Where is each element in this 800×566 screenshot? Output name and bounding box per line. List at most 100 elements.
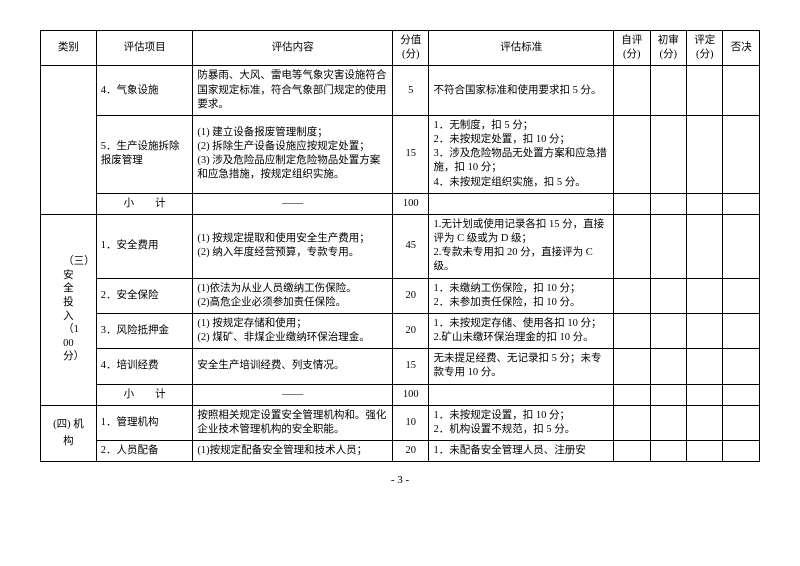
subtotal-row: 小 计 —— 100	[41, 384, 760, 405]
final-cell	[687, 313, 723, 348]
std-cell: 1．未缴纳工伤保险，扣 10 分； 2．未参加责任保险，扣 10 分。	[429, 278, 614, 313]
hdr-score: 分值 (分)	[392, 31, 428, 66]
first-cell	[650, 193, 686, 214]
std-cell: 1.无计划或使用记录各扣 15 分，直接评为 C 级或为 D 级； 2.专款未专…	[429, 214, 614, 278]
content-cell: (1)按规定配备安全管理和技术人员；	[193, 441, 393, 462]
self-cell	[614, 349, 650, 384]
veto-cell	[723, 214, 760, 278]
veto-cell	[723, 384, 760, 405]
score-cell: 15	[392, 349, 428, 384]
self-cell	[614, 313, 650, 348]
hdr-veto: 否决	[723, 31, 760, 66]
item-cell: 2．人员配备	[96, 441, 193, 462]
final-cell	[687, 405, 723, 440]
std-cell: 1．未配备安全管理人员、注册安	[429, 441, 614, 462]
table-row: （三）安全投入（100 分） 1．安全费用 (1) 按规定提取和使用安全生产费用…	[41, 214, 760, 278]
veto-cell	[723, 313, 760, 348]
hdr-item: 评估项目	[96, 31, 193, 66]
item-cell: 4．气象设施	[96, 66, 193, 116]
item-cell: 2．安全保险	[96, 278, 193, 313]
veto-cell	[723, 349, 760, 384]
veto-cell	[723, 441, 760, 462]
table-row: 2．安全保险 (1)依法为从业人员缴纳工伤保险。 (2)高危企业必须参加责任保险…	[41, 278, 760, 313]
veto-cell	[723, 405, 760, 440]
item-cell: 小 计	[96, 384, 193, 405]
evaluation-table: 类别 评估项目 评估内容 分值 (分) 评估标准 自评 (分) 初审 (分) 评…	[40, 30, 760, 462]
veto-cell	[723, 193, 760, 214]
std-cell: 1．无制度，扣 5 分； 2．未按规定处置，扣 10 分； 3．涉及危险物品无处…	[429, 115, 614, 193]
first-cell	[650, 349, 686, 384]
first-cell	[650, 313, 686, 348]
cat-cell-4: (四) 机 构	[41, 405, 97, 462]
table-row: (四) 机 构 1．管理机构 按照相关规定设置安全管理机构和。强化企业技术管理机…	[41, 405, 760, 440]
item-cell: 1．安全费用	[96, 214, 193, 278]
score-cell: 15	[392, 115, 428, 193]
hdr-self: 自评 (分)	[614, 31, 650, 66]
self-cell	[614, 384, 650, 405]
score-cell: 5	[392, 66, 428, 116]
std-cell: 不符合国家标准和使用要求扣 5 分。	[429, 66, 614, 116]
score-cell: 100	[392, 193, 428, 214]
score-cell: 20	[392, 313, 428, 348]
first-cell	[650, 384, 686, 405]
veto-cell	[723, 115, 760, 193]
veto-cell	[723, 66, 760, 116]
final-cell	[687, 214, 723, 278]
cat-cell-3: （三）安全投入（100 分）	[41, 214, 97, 405]
std-cell	[429, 193, 614, 214]
content-cell: ——	[193, 384, 393, 405]
self-cell	[614, 405, 650, 440]
self-cell	[614, 193, 650, 214]
table-row: 5．生产设施拆除报废管理 (1) 建立设备报废管理制度； (2) 拆除生产设备设…	[41, 115, 760, 193]
first-cell	[650, 405, 686, 440]
first-cell	[650, 66, 686, 116]
hdr-first: 初审 (分)	[650, 31, 686, 66]
self-cell	[614, 278, 650, 313]
final-cell	[687, 115, 723, 193]
subtotal-row: 小 计 —— 100	[41, 193, 760, 214]
std-cell: 无未提足经费、无记录扣 5 分；未专款专用 10 分。	[429, 349, 614, 384]
page-number: - 3 -	[40, 474, 760, 486]
std-cell: 1．未按规定设置，扣 10 分； 2．机构设置不规范，扣 5 分。	[429, 405, 614, 440]
table-row: 4．气象设施 防暴雨、大风、雷电等气象灾害设施符合国家规定标准，符合气象部门规定…	[41, 66, 760, 116]
final-cell	[687, 349, 723, 384]
cat-cell-blank	[41, 66, 97, 215]
self-cell	[614, 214, 650, 278]
score-cell: 10	[392, 405, 428, 440]
final-cell	[687, 384, 723, 405]
content-cell: ——	[193, 193, 393, 214]
self-cell	[614, 441, 650, 462]
self-cell	[614, 66, 650, 116]
final-cell	[687, 193, 723, 214]
item-cell: 4．培训经费	[96, 349, 193, 384]
item-cell: 3．风险抵押金	[96, 313, 193, 348]
score-cell: 100	[392, 384, 428, 405]
header-row: 类别 评估项目 评估内容 分值 (分) 评估标准 自评 (分) 初审 (分) 评…	[41, 31, 760, 66]
hdr-std: 评估标准	[429, 31, 614, 66]
content-cell: 按照相关规定设置安全管理机构和。强化企业技术管理机构的安全职能。	[193, 405, 393, 440]
first-cell	[650, 278, 686, 313]
hdr-final: 评定 (分)	[687, 31, 723, 66]
first-cell	[650, 214, 686, 278]
std-cell: 1．未按规定存储、使用各扣 10 分； 2.矿山未缴环保治理金的扣 10 分。	[429, 313, 614, 348]
hdr-cat: 类别	[41, 31, 97, 66]
content-cell: 防暴雨、大风、雷电等气象灾害设施符合国家规定标准，符合气象部门规定的使用要求。	[193, 66, 393, 116]
hdr-content: 评估内容	[193, 31, 393, 66]
final-cell	[687, 66, 723, 116]
final-cell	[687, 441, 723, 462]
score-cell: 20	[392, 441, 428, 462]
first-cell	[650, 441, 686, 462]
content-cell: (1) 建立设备报废管理制度； (2) 拆除生产设备设施应按规定处置； (3) …	[193, 115, 393, 193]
content-cell: (1)依法为从业人员缴纳工伤保险。 (2)高危企业必须参加责任保险。	[193, 278, 393, 313]
table-row: 2．人员配备 (1)按规定配备安全管理和技术人员； 20 1．未配备安全管理人员…	[41, 441, 760, 462]
final-cell	[687, 278, 723, 313]
self-cell	[614, 115, 650, 193]
item-cell: 1．管理机构	[96, 405, 193, 440]
std-cell	[429, 384, 614, 405]
score-cell: 20	[392, 278, 428, 313]
content-cell: (1) 按规定提取和使用安全生产费用； (2) 纳入年度经营预算，专款专用。	[193, 214, 393, 278]
item-cell: 小 计	[96, 193, 193, 214]
item-cell: 5．生产设施拆除报废管理	[96, 115, 193, 193]
veto-cell	[723, 278, 760, 313]
content-cell: (1) 按规定存储和使用； (2) 煤矿、非煤企业缴纳环保治理金。	[193, 313, 393, 348]
